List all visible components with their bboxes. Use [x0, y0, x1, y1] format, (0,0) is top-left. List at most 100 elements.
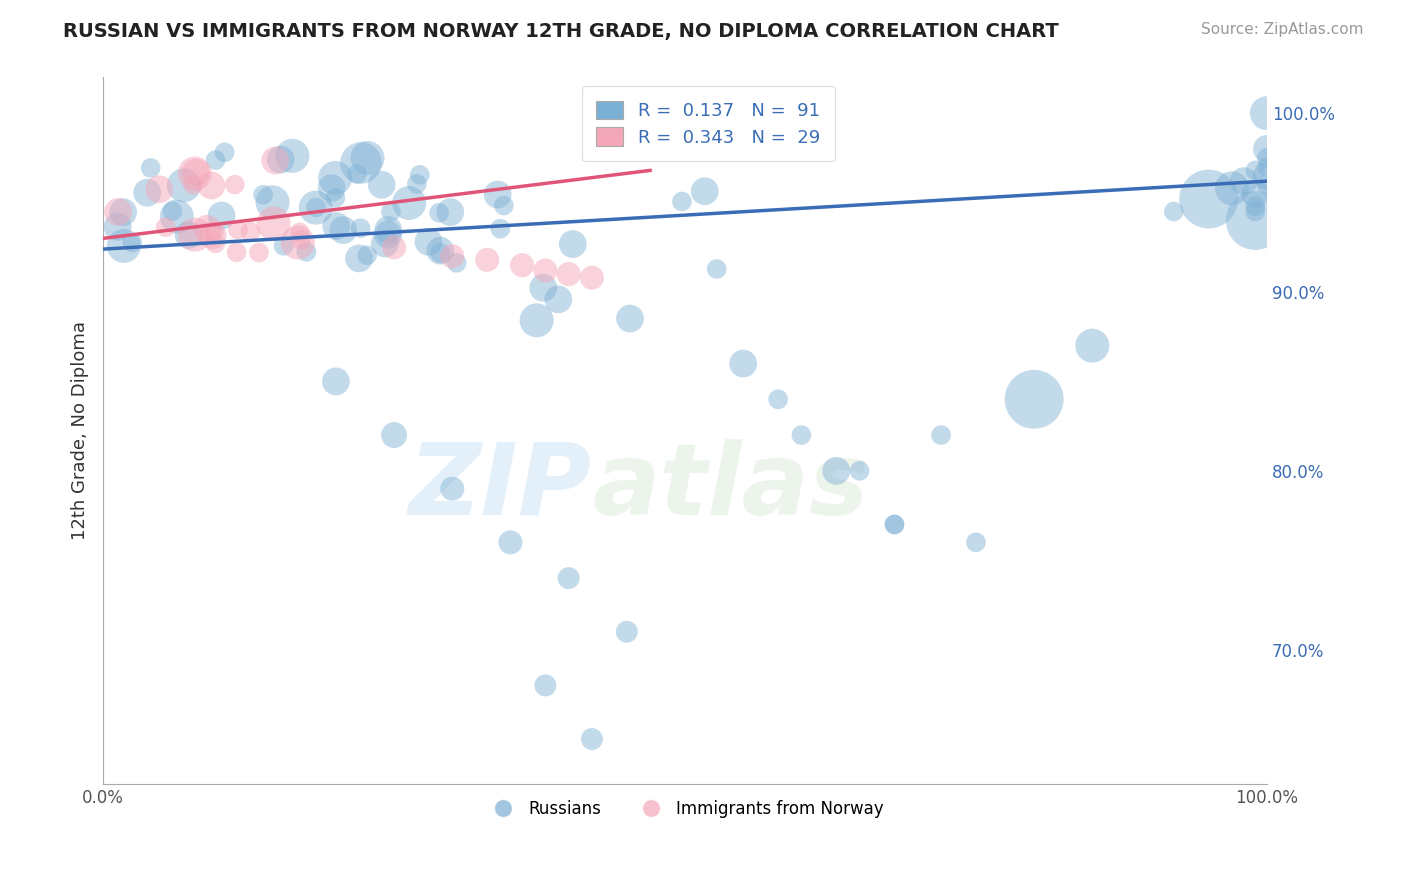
Point	[429, 246, 451, 260]
Point	[325, 191, 347, 205]
Point	[325, 375, 347, 389]
Point	[263, 217, 285, 231]
Point	[561, 237, 583, 252]
Point	[321, 181, 343, 195]
Point	[534, 678, 557, 692]
Point	[211, 209, 233, 223]
Point	[1220, 181, 1243, 195]
Point	[733, 357, 755, 371]
Point	[162, 204, 184, 219]
Point	[534, 263, 557, 277]
Point	[305, 201, 328, 215]
Point	[224, 178, 246, 192]
Point	[1256, 151, 1278, 165]
Point	[766, 392, 789, 407]
Point	[107, 219, 129, 234]
Point	[1081, 339, 1104, 353]
Point	[148, 182, 170, 196]
Legend: Russians, Immigrants from Norway: Russians, Immigrants from Norway	[479, 794, 890, 825]
Point	[693, 184, 716, 198]
Point	[262, 195, 284, 210]
Point	[155, 220, 177, 235]
Point	[441, 249, 464, 263]
Point	[427, 206, 450, 220]
Point	[377, 223, 399, 237]
Point	[883, 517, 905, 532]
Point	[418, 235, 440, 249]
Point	[429, 244, 451, 258]
Point	[202, 225, 225, 239]
Point	[557, 571, 579, 585]
Point	[1256, 106, 1278, 120]
Point	[377, 227, 399, 242]
Point	[325, 219, 347, 233]
Point	[287, 235, 309, 250]
Point	[848, 464, 870, 478]
Point	[790, 428, 813, 442]
Point	[184, 166, 207, 180]
Point	[107, 205, 129, 219]
Point	[581, 270, 603, 285]
Point	[247, 245, 270, 260]
Point	[201, 228, 224, 243]
Point	[1256, 160, 1278, 174]
Point	[671, 194, 693, 209]
Point	[346, 167, 368, 181]
Point	[290, 233, 312, 247]
Point	[1244, 199, 1267, 213]
Point	[181, 178, 204, 192]
Point	[531, 281, 554, 295]
Point	[136, 186, 159, 200]
Point	[409, 168, 432, 182]
Point	[380, 204, 402, 219]
Point	[295, 244, 318, 259]
Point	[356, 151, 378, 165]
Point	[374, 236, 396, 251]
Text: Source: ZipAtlas.com: Source: ZipAtlas.com	[1201, 22, 1364, 37]
Point	[252, 187, 274, 202]
Point	[347, 252, 370, 266]
Y-axis label: 12th Grade, No Diploma: 12th Grade, No Diploma	[72, 321, 89, 540]
Point	[1024, 392, 1046, 407]
Point	[226, 222, 249, 236]
Point	[350, 156, 373, 170]
Point	[349, 221, 371, 235]
Point	[1198, 192, 1220, 206]
Point	[616, 624, 638, 639]
Point	[288, 226, 311, 240]
Point	[706, 262, 728, 277]
Point	[273, 239, 295, 253]
Point	[1256, 169, 1278, 183]
Point	[965, 535, 987, 549]
Point	[883, 517, 905, 532]
Point	[184, 227, 207, 242]
Point	[139, 161, 162, 175]
Point	[200, 178, 222, 193]
Point	[557, 267, 579, 281]
Point	[370, 178, 392, 192]
Text: RUSSIAN VS IMMIGRANTS FROM NORWAY 12TH GRADE, NO DIPLOMA CORRELATION CHART: RUSSIAN VS IMMIGRANTS FROM NORWAY 12TH G…	[63, 22, 1059, 41]
Point	[1256, 178, 1278, 192]
Point	[929, 428, 952, 442]
Point	[1244, 213, 1267, 227]
Point	[1244, 163, 1267, 178]
Point	[112, 239, 135, 253]
Point	[405, 177, 427, 191]
Point	[112, 205, 135, 219]
Point	[1256, 142, 1278, 156]
Point	[619, 311, 641, 326]
Point	[204, 153, 226, 167]
Point	[225, 245, 247, 260]
Point	[439, 205, 461, 219]
Point	[195, 222, 218, 236]
Point	[382, 240, 405, 254]
Point	[398, 196, 420, 211]
Point	[177, 227, 200, 242]
Point	[239, 225, 262, 239]
Point	[510, 258, 533, 272]
Point	[547, 293, 569, 307]
Point	[214, 145, 236, 160]
Point	[184, 165, 207, 179]
Text: atlas: atlas	[592, 439, 869, 535]
Point	[486, 187, 509, 202]
